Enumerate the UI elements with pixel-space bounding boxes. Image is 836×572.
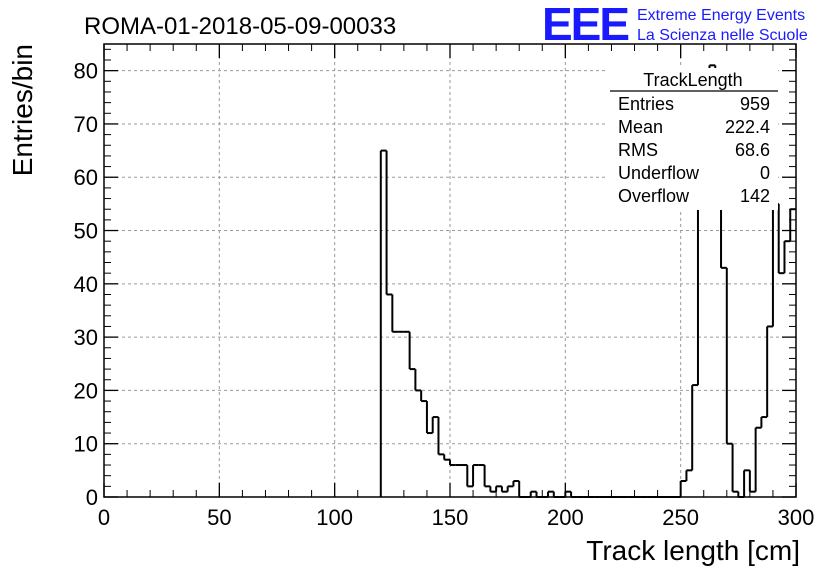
histogram-bin <box>437 417 445 456</box>
y-tick-label: 20 <box>74 378 98 403</box>
histogram-bin <box>766 325 773 418</box>
stats-label-overflow: Overflow <box>618 186 690 206</box>
histogram-bin <box>685 469 693 482</box>
logo-line-1: Extreme Energy Events <box>637 7 805 24</box>
x-tick-label: 300 <box>778 505 815 530</box>
y-tick-label: 60 <box>74 165 98 190</box>
y-tick-label: 50 <box>74 219 98 244</box>
stats-box: TrackLength Entries 959 Mean 222.4 RMS 6… <box>608 68 778 210</box>
stats-label-entries: Entries <box>618 94 674 114</box>
y-tick-label: 0 <box>86 485 98 510</box>
logo-line-2: La Scienza nelle Scuole <box>637 27 808 44</box>
histogram-bin <box>385 150 393 296</box>
histogram-bin <box>535 491 543 498</box>
histogram-bin <box>506 485 514 492</box>
histogram-bin <box>783 240 791 274</box>
histogram-bin <box>552 491 560 498</box>
tick-labels: 0 50 100 150 200 250 300 0 10 20 30 40 50 60 70 80 <box>74 59 815 530</box>
histogram-bin <box>570 491 577 498</box>
run-title: ROMA-01-2018-05-09-00033 <box>84 13 396 40</box>
histogram-bin <box>754 426 762 492</box>
stats-label-underflow: Underflow <box>618 163 700 183</box>
stats-title: TrackLength <box>643 70 742 90</box>
stats-value-overflow: 142 <box>740 186 770 206</box>
axis-ticks <box>103 44 797 498</box>
x-tick-label: 250 <box>662 505 699 530</box>
histogram-bin <box>420 390 427 403</box>
x-axis-title: Track length [cm] <box>586 535 800 566</box>
histogram-bin <box>449 459 456 467</box>
stats-label-rms: RMS <box>618 140 658 160</box>
histogram-bin <box>696 186 704 386</box>
y-axis-title: Entries/bin <box>7 44 38 176</box>
histogram-bin <box>789 208 796 242</box>
y-tick-label: 30 <box>74 325 98 350</box>
y-tick-label: 40 <box>74 272 98 297</box>
histogram-bin <box>443 454 450 461</box>
histogram-bin <box>725 267 733 445</box>
stats-value-rms: 68.6 <box>735 140 770 160</box>
histogram-bin <box>483 465 491 488</box>
histogram-bin <box>760 416 768 428</box>
stats-value-mean: 222.4 <box>725 117 770 137</box>
x-tick-label: 100 <box>316 505 353 530</box>
histogram-bin <box>391 294 399 333</box>
histogram-bin <box>731 443 739 493</box>
stats-box-background <box>608 68 778 210</box>
x-tick-label: 200 <box>547 505 584 530</box>
x-tick-label: 0 <box>98 505 110 530</box>
stats-label-mean: Mean <box>618 117 663 137</box>
logo-mark: EEE <box>542 0 628 50</box>
histogram-bin <box>518 481 525 498</box>
stats-value-underflow: 0 <box>760 163 770 183</box>
stats-value-entries: 959 <box>740 94 770 114</box>
y-tick-label: 80 <box>74 59 98 84</box>
y-tick-label: 10 <box>74 432 98 457</box>
x-tick-label: 150 <box>432 505 469 530</box>
x-tick-label: 50 <box>207 505 231 530</box>
eee-logo: EEE Extreme Energy Events La Scienza nel… <box>542 0 808 50</box>
y-tick-label: 70 <box>74 112 98 137</box>
histogram-bin <box>691 384 698 471</box>
histogram-bin <box>414 369 422 392</box>
histogram-bin <box>679 480 687 497</box>
histogram-bin <box>472 464 479 487</box>
